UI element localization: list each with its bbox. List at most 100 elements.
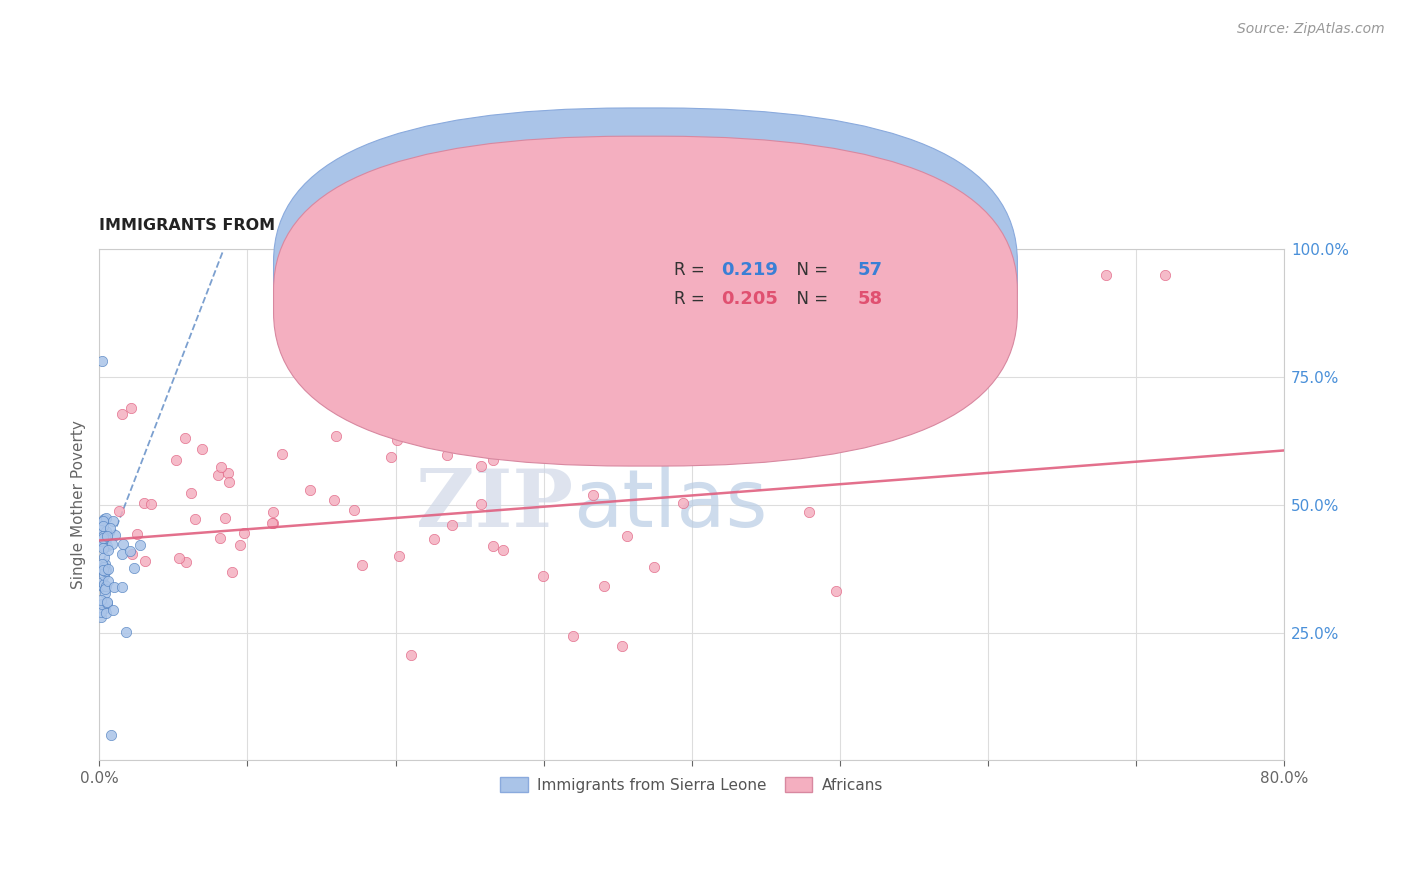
Point [93, 563, 115, 577]
Text: R =: R = [673, 261, 710, 279]
Text: 58: 58 [858, 290, 883, 308]
Point [101, 603, 124, 617]
Point [229, 538, 252, 552]
Point [482, 539, 505, 553]
Text: Source: ZipAtlas.com: Source: ZipAtlas.com [1237, 22, 1385, 37]
Point [93, 567, 115, 582]
Y-axis label: Single Mother Poverty: Single Mother Poverty [72, 420, 86, 589]
Text: atlas: atlas [574, 466, 768, 543]
Point [492, 542, 515, 557]
Point [1154, 268, 1177, 282]
Point [94, 582, 117, 596]
Point [612, 639, 634, 653]
Point [103, 514, 125, 528]
Point [96, 524, 118, 538]
Point [797, 505, 820, 519]
Text: IMMIGRANTS FROM SIERRA LEONE VS AFRICAN SINGLE MOTHER POVERTY CORRELATION CHART: IMMIGRANTS FROM SIERRA LEONE VS AFRICAN … [100, 218, 965, 233]
Point [90, 524, 112, 538]
Point [582, 488, 605, 502]
Point [94, 600, 117, 615]
Point [120, 401, 142, 415]
FancyBboxPatch shape [274, 136, 1018, 466]
Point [180, 486, 202, 500]
Text: R =: R = [673, 290, 710, 308]
Point [217, 466, 239, 480]
Point [214, 511, 236, 525]
Point [90, 593, 112, 607]
Point [350, 558, 373, 572]
Legend: Immigrants from Sierra Leone, Africans: Immigrants from Sierra Leone, Africans [495, 771, 889, 798]
Point [91, 562, 114, 576]
Point [94, 511, 117, 525]
Point [593, 579, 616, 593]
Point [218, 475, 240, 489]
Point [643, 560, 665, 574]
Point [90, 575, 112, 590]
Point [111, 581, 134, 595]
Point [91, 529, 114, 543]
Point [90, 610, 112, 624]
Point [167, 551, 190, 566]
Point [103, 528, 125, 542]
Point [298, 483, 321, 497]
Point [93, 560, 115, 574]
Point [132, 496, 155, 510]
Point [115, 624, 138, 639]
Point [260, 516, 283, 530]
Point [616, 529, 638, 543]
Point [441, 517, 464, 532]
Point [98, 520, 121, 534]
Point [436, 448, 458, 462]
Point [90, 557, 112, 571]
Point [91, 579, 114, 593]
Text: 57: 57 [858, 261, 883, 279]
Point [176, 555, 198, 569]
Point [90, 605, 112, 619]
FancyBboxPatch shape [274, 108, 1018, 438]
Point [399, 648, 422, 662]
Point [262, 505, 284, 519]
Point [207, 468, 229, 483]
Point [139, 497, 162, 511]
Point [94, 606, 117, 620]
FancyBboxPatch shape [614, 254, 941, 313]
Point [562, 630, 585, 644]
Text: 0.205: 0.205 [721, 290, 778, 308]
Point [470, 458, 492, 473]
Point [96, 529, 118, 543]
Point [271, 447, 294, 461]
Point [97, 561, 120, 575]
Point [262, 516, 284, 531]
Point [343, 503, 366, 517]
Point [385, 433, 408, 447]
Point [120, 544, 142, 558]
Point [824, 584, 846, 599]
Point [111, 547, 134, 561]
Point [184, 512, 207, 526]
Point [111, 537, 134, 551]
Point [209, 531, 232, 545]
Text: N =: N = [786, 261, 834, 279]
Point [671, 496, 693, 510]
Point [1095, 268, 1118, 282]
Point [89, 534, 111, 549]
Point [209, 460, 232, 475]
Point [96, 539, 118, 553]
Point [94, 557, 117, 571]
Point [93, 541, 115, 555]
Point [531, 568, 554, 582]
Point [93, 586, 115, 600]
Point [380, 450, 402, 465]
Point [325, 429, 347, 443]
Point [96, 595, 118, 609]
Text: 0.219: 0.219 [721, 261, 778, 279]
Point [100, 728, 122, 742]
Point [90, 597, 112, 611]
Point [91, 541, 114, 556]
Point [191, 442, 214, 456]
Point [174, 431, 197, 445]
Point [91, 538, 114, 552]
Point [97, 574, 120, 588]
Text: ZIP: ZIP [416, 466, 574, 543]
Point [91, 578, 114, 592]
